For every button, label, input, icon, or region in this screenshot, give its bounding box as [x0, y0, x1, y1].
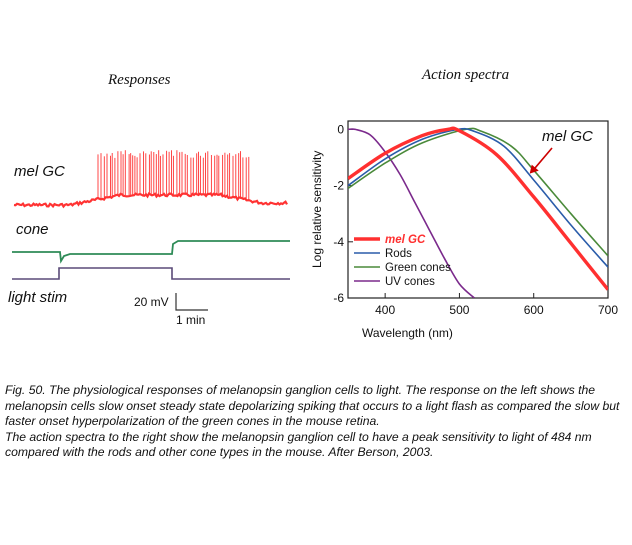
mel-gc-spikes [97, 150, 250, 201]
cone-label: cone [16, 221, 49, 238]
action-spectra-title: Action spectra [422, 67, 510, 83]
series-line-green-cones [348, 127, 608, 257]
responses-title: Responses [108, 72, 171, 88]
responses-panel: mel GC cone light stim 20 mV 1 min [8, 150, 290, 327]
series-line-mel-gc [348, 126, 608, 291]
caption-paragraph-2: The action spectra to the right show the… [5, 429, 592, 460]
x-tick-label-0: 400 [375, 303, 395, 317]
plot-area [347, 120, 609, 299]
series-lines [348, 126, 608, 298]
caption-paragraph-1: Fig. 50. The physiological responses of … [5, 383, 620, 428]
legend-label-0: mel GC [385, 234, 426, 246]
y-tick-label-0: 0 [337, 122, 344, 136]
series-line-rods [348, 127, 608, 268]
annotation-text: mel GC [542, 128, 593, 145]
series-line-uv-cones [348, 128, 475, 298]
y-tick-label-1: -2 [333, 179, 344, 193]
legend-label-2: Green cones [385, 262, 451, 274]
axis-ticks: 400 500 600 700 0 -2 -4 -6 [333, 122, 618, 317]
annotation-arrow-shaft [533, 147, 553, 171]
legend: mel GC Rods Green cones UV cones [354, 234, 451, 288]
mel-gc-annotation: mel GC [529, 128, 593, 174]
y-tick-label-3: -6 [333, 291, 344, 305]
x-tick-label-2: 600 [524, 303, 544, 317]
action-spectra-chart: 400 500 600 700 0 -2 -4 -6 Wavelength (nm) Log … [310, 120, 618, 340]
x-axis-label: Wavelength (nm) [362, 326, 453, 340]
figure-caption: Fig. 50. The physiological responses of … [5, 383, 629, 461]
plot-frame [347, 120, 609, 299]
y-axis-label: Log relative sensitivity [310, 151, 324, 268]
cone-voltage-trace [12, 240, 290, 264]
legend-label-1: Rods [385, 248, 412, 260]
mel-gc-voltage-trace [13, 191, 288, 209]
annotation-arrow-head [529, 164, 539, 174]
x-tick-label-3: 700 [598, 303, 618, 317]
scale-bar-time: 1 min [176, 313, 205, 327]
scale-bar-voltage: 20 mV [134, 295, 169, 309]
x-tick-label-1: 500 [449, 303, 469, 317]
light-stim-trace [12, 267, 290, 280]
light-stim-label: light stim [8, 289, 67, 306]
legend-label-3: UV cones [385, 276, 435, 288]
scale-bar [175, 293, 208, 311]
mel-gc-label: mel GC [14, 163, 65, 180]
y-tick-label-2: -4 [333, 235, 344, 249]
